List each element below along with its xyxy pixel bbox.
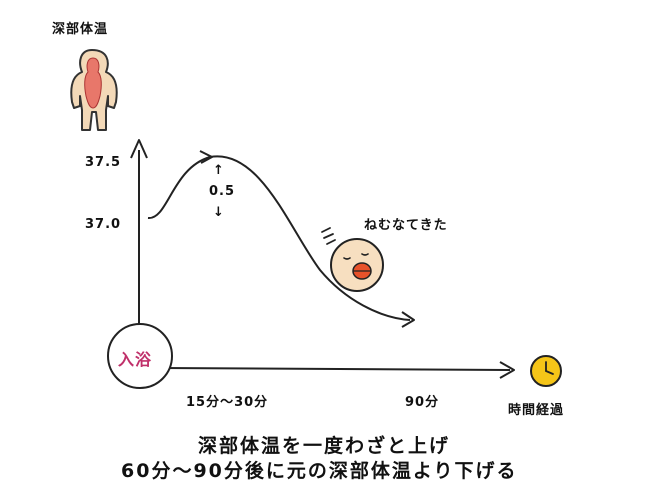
y-axis-arrowhead (130, 139, 148, 159)
temperature-curve (147, 155, 411, 321)
x-axis-arrowhead (499, 361, 515, 379)
start-circle (107, 323, 173, 389)
start-label: 入浴 (118, 350, 153, 369)
x-tick-15-30: 15分～30分 (186, 395, 269, 410)
curve-end-arrowhead (401, 311, 415, 328)
rise-arrow-up: ↑ (213, 163, 225, 178)
caption-line-2: 60分～90分後に元の深部体温より下げる (121, 460, 518, 482)
y-tick-37-5: 37.5 (85, 155, 122, 170)
y-tick-37-0: 37.0 (85, 217, 122, 232)
x-axis-title: 時間経過 (508, 403, 565, 418)
sleepy-text: ねむなてきた (364, 218, 448, 233)
rise-value: 0.5 (209, 184, 236, 199)
human-body-icon (70, 49, 118, 131)
x-tick-90: 90分 (405, 395, 440, 410)
x-axis (159, 367, 511, 371)
rise-arrow-down: ↓ (213, 205, 225, 220)
curve-peak-arrowhead (199, 150, 213, 164)
sleepy-face-icon (321, 227, 384, 292)
clock-icon (530, 355, 562, 387)
caption-line-1: 深部体温を一度わざと上げ (198, 435, 451, 457)
y-axis-title: 深部体温 (52, 22, 109, 37)
